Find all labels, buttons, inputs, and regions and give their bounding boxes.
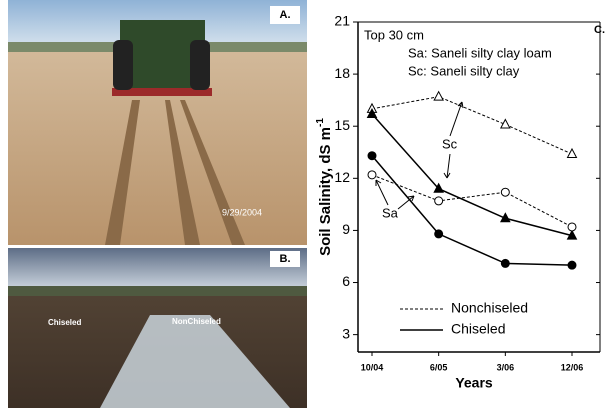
- photo-b-horizon: [8, 286, 307, 296]
- series-line: [372, 175, 572, 227]
- x-axis-label: Years: [455, 375, 493, 391]
- photo-b-caption: NonChiseled: [172, 317, 221, 326]
- series-line: [372, 97, 572, 154]
- x-tick-label: 12/06: [561, 362, 584, 372]
- marker: [435, 230, 443, 238]
- marker: [568, 261, 576, 269]
- marker: [568, 149, 577, 158]
- annotation: Sc: Saneli silty clay: [408, 63, 520, 78]
- y-axis-label-text: Soil Salinity, dS m: [317, 127, 334, 256]
- figure: A. 9/29/2004 B. Chiseled NonChiseled C. …: [0, 0, 615, 408]
- marker: [434, 92, 443, 101]
- annotation: Sa: [382, 205, 399, 220]
- y-tick-label: 9: [342, 221, 350, 237]
- y-axis-label-sup: -1: [315, 118, 326, 127]
- y-tick-label: 18: [334, 65, 350, 81]
- marker: [435, 197, 443, 205]
- y-tick-label: 12: [334, 169, 350, 185]
- marker: [501, 259, 509, 267]
- y-tick-label: 15: [334, 117, 350, 133]
- marker: [368, 171, 376, 179]
- marker: [501, 119, 510, 128]
- marker: [501, 188, 509, 196]
- photo-a-wheel: [190, 40, 210, 90]
- figure-svg: A. 9/29/2004 B. Chiseled NonChiseled C. …: [0, 0, 615, 408]
- photo-b: B. Chiseled NonChiseled: [8, 248, 307, 408]
- legend-label: Chiseled: [451, 321, 505, 337]
- y-tick-label: 21: [334, 13, 350, 29]
- legend-label: Nonchiseled: [451, 300, 528, 316]
- y-axis-label: Soil Salinity, dS m-1: [315, 118, 334, 256]
- series-line: [372, 156, 572, 265]
- photo-a: A. 9/29/2004: [8, 0, 307, 245]
- photo-a-wheel: [113, 40, 133, 90]
- photo-b-sky: [8, 248, 307, 288]
- photo-a-date: 9/29/2004: [222, 207, 262, 217]
- y-tick-label: 3: [342, 325, 350, 341]
- y-tick-label: 6: [342, 273, 350, 289]
- x-tick-label: 10/04: [361, 362, 384, 372]
- series-line: [372, 114, 572, 236]
- marker: [368, 152, 376, 160]
- annotation: Top 30 cm: [364, 27, 424, 42]
- photo-b-label: B.: [280, 253, 291, 265]
- photo-b-caption: Chiseled: [48, 318, 81, 327]
- annotation: Sc: [442, 136, 458, 151]
- photo-a-label: A.: [280, 9, 291, 21]
- annotation: Sa: Saneli silty clay loam: [408, 45, 552, 60]
- x-tick-label: 6/05: [430, 362, 448, 372]
- marker: [568, 223, 576, 231]
- x-tick-label: 3/06: [497, 362, 515, 372]
